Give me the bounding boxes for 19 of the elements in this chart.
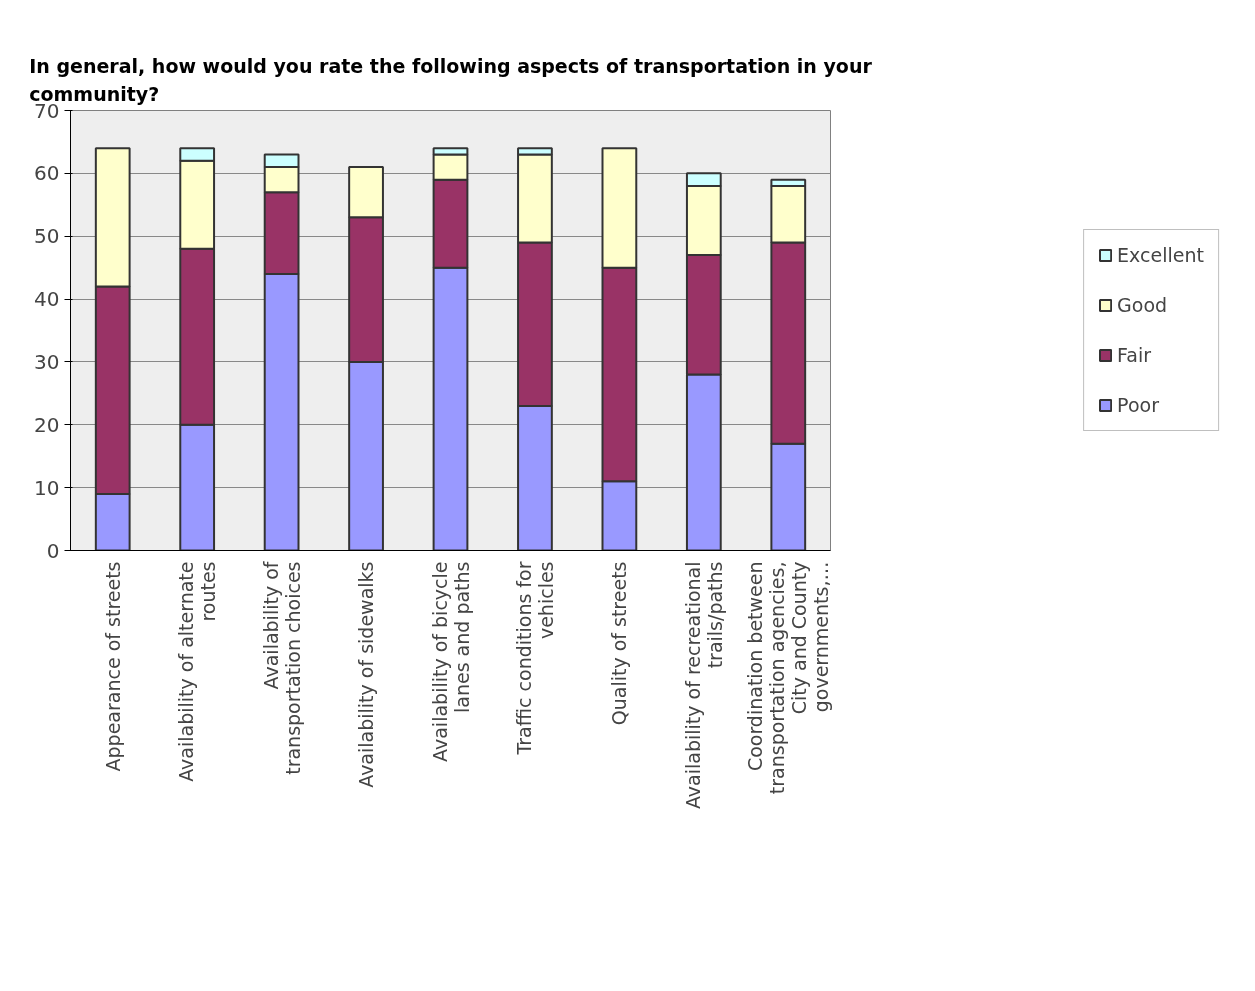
- y-tick-label: 10: [34, 475, 60, 500]
- x-tick-label: Availability of sidewalks: [355, 561, 378, 788]
- legend-label: Fair: [1117, 344, 1152, 366]
- legend-label: Poor: [1117, 394, 1159, 416]
- x-tick-label: Availability of alternate routes: [175, 561, 220, 782]
- legend-label: Excellent: [1117, 244, 1204, 266]
- y-tick-label: 40: [34, 287, 60, 312]
- x-tick-label: Availability of transportation choices: [259, 560, 304, 775]
- x-tick-label: Appearance of streets: [101, 561, 124, 772]
- y-tick-label: 20: [34, 412, 60, 437]
- x-tick-label: Availability of bicycle lanes and paths: [428, 561, 473, 762]
- y-tick-label: 60: [34, 161, 60, 186]
- x-tick-label: Quality of streets: [608, 561, 631, 726]
- y-tick-label: 0: [46, 538, 60, 563]
- x-tick-label: Availability of recreational trails/paths: [681, 561, 726, 810]
- y-tick-label: 50: [34, 224, 60, 249]
- x-tick-label: Coordination between transportation agencies, City and County governments,…: [744, 561, 833, 795]
- legend-label: Good: [1117, 294, 1168, 316]
- y-tick-label: 30: [34, 349, 60, 374]
